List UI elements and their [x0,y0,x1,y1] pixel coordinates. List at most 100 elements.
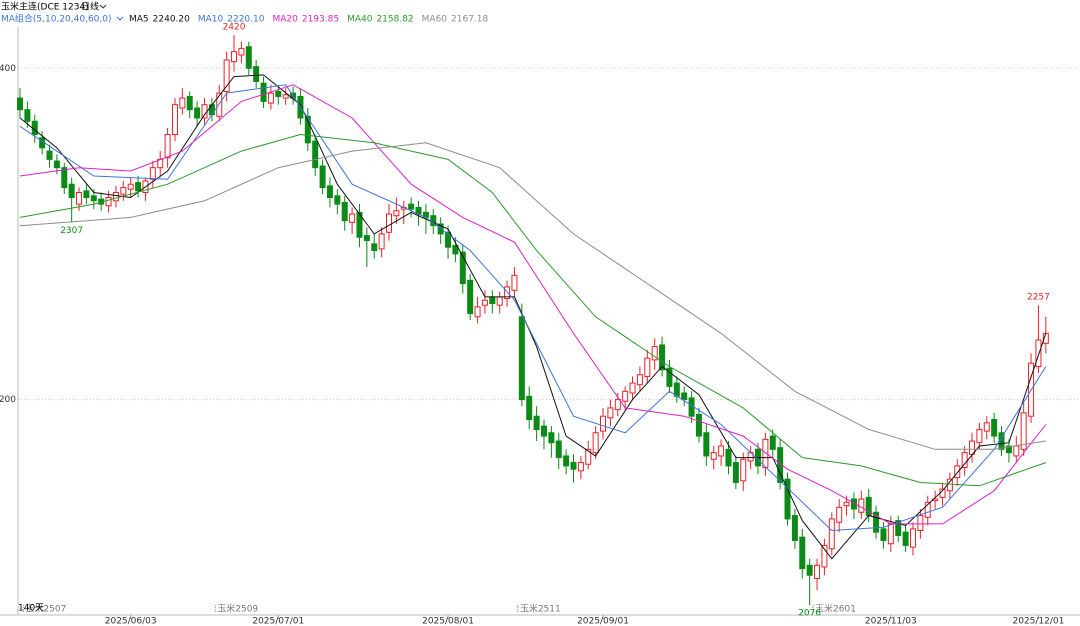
candle-body [540,425,547,437]
candle-body [651,346,658,361]
candle-body [504,286,511,300]
ma-legend: MA5 2240.20 MA10 2220.10 MA20 2193.85 MA40 2158… [129,15,489,25]
day-count: 140天 [18,604,44,614]
candle-body [1005,445,1012,454]
candle-body [725,448,732,467]
candle-body [902,531,909,546]
ma-line [19,142,1046,450]
candle-body [216,92,223,117]
candle-body [275,90,282,97]
x-tick-label: 2025/07/01 [252,617,304,626]
candle-body [186,95,193,111]
candle-body [245,46,252,69]
candle-body [563,455,570,467]
x-tick-label: 2025/06/03 [105,617,157,626]
candle-body [312,140,319,169]
candle-body [659,344,666,371]
candle-body [201,104,208,119]
candle-body [592,432,599,454]
ma-line [19,74,1047,560]
instrument-title: 玉米主连(DCE 1234) [1,1,89,13]
candle-body [408,203,415,210]
candle-body [105,196,112,207]
dropdown-arrow[interactable] [99,4,107,9]
candle-body [607,407,614,419]
candle-body [149,167,156,180]
candle-body [24,109,31,122]
candle-body [570,462,577,470]
candle-body [976,428,983,444]
contract-label: 玉米2601 [815,603,856,615]
candle-body [946,478,953,492]
candle-body [762,438,769,469]
candle-body [695,414,702,437]
candle-body [326,185,333,198]
dropdown-arrow[interactable] [116,16,124,21]
period-selector[interactable]: 日线 [81,1,99,13]
candle-body [983,422,990,432]
candle-body [481,299,488,306]
candle-body [1013,445,1020,457]
candle-body [799,536,806,570]
candle-body [1020,412,1027,450]
ma-group[interactable]: MA组合(5,10,20,40,60,0) [1,13,112,25]
ma-value: 2167.18 [451,15,488,25]
candle-body [474,306,481,318]
candle-body [53,160,60,169]
candle-body [791,515,798,541]
contract-label: 玉米2511 [520,603,561,615]
ma-value: 2193.85 [302,15,339,25]
candle-body [880,528,887,541]
candle-body [843,501,850,507]
candle-body [740,458,747,482]
candle-body [828,518,835,550]
candle-body [238,47,245,56]
candle-body [821,544,828,568]
candle-body [1035,339,1042,367]
candle-body [363,235,370,242]
candle-body [873,511,880,533]
candle-body [732,462,739,483]
x-tick-label: 2025/08/01 [422,617,474,626]
candle-body [836,506,843,523]
candle-body [858,498,865,513]
ma-value: 2220.10 [227,15,264,25]
candle-body [666,367,673,387]
x-tick-label: 2025/11/03 [865,617,917,626]
candle-body [489,296,496,305]
candle-body [68,183,75,198]
candle-body [555,440,562,459]
candle-body [496,296,503,306]
candle-body [208,104,215,116]
candle-body [887,523,894,545]
candle-body [526,395,533,421]
candle-body [585,448,592,465]
candle-body [386,213,392,233]
candle-body [917,515,924,532]
candle-body [267,92,274,104]
candle-body [112,192,119,202]
candle-body [533,415,540,430]
candle-body [378,233,385,250]
candle-body [681,392,688,401]
candle-body [600,415,607,432]
candle-body [814,564,821,580]
ma-value: 2158.82 [376,15,413,25]
candle-body [393,210,400,217]
candle-body [135,182,142,192]
candle-body [703,432,710,457]
extreme-label: 2257 [1027,293,1050,303]
candle-body [371,243,378,252]
candle-body [260,82,267,102]
candle-body [895,520,902,536]
y-tick-label: 2400 [0,64,16,74]
y-tick-label: 2200 [0,395,16,405]
contract-label: 玉米2509 [217,603,258,615]
ma-name: MA5 [129,15,149,25]
candle-body [445,231,452,248]
candle-body [718,445,725,457]
candle-body [17,97,23,111]
candle-body [452,245,459,255]
candle-body [356,211,363,238]
